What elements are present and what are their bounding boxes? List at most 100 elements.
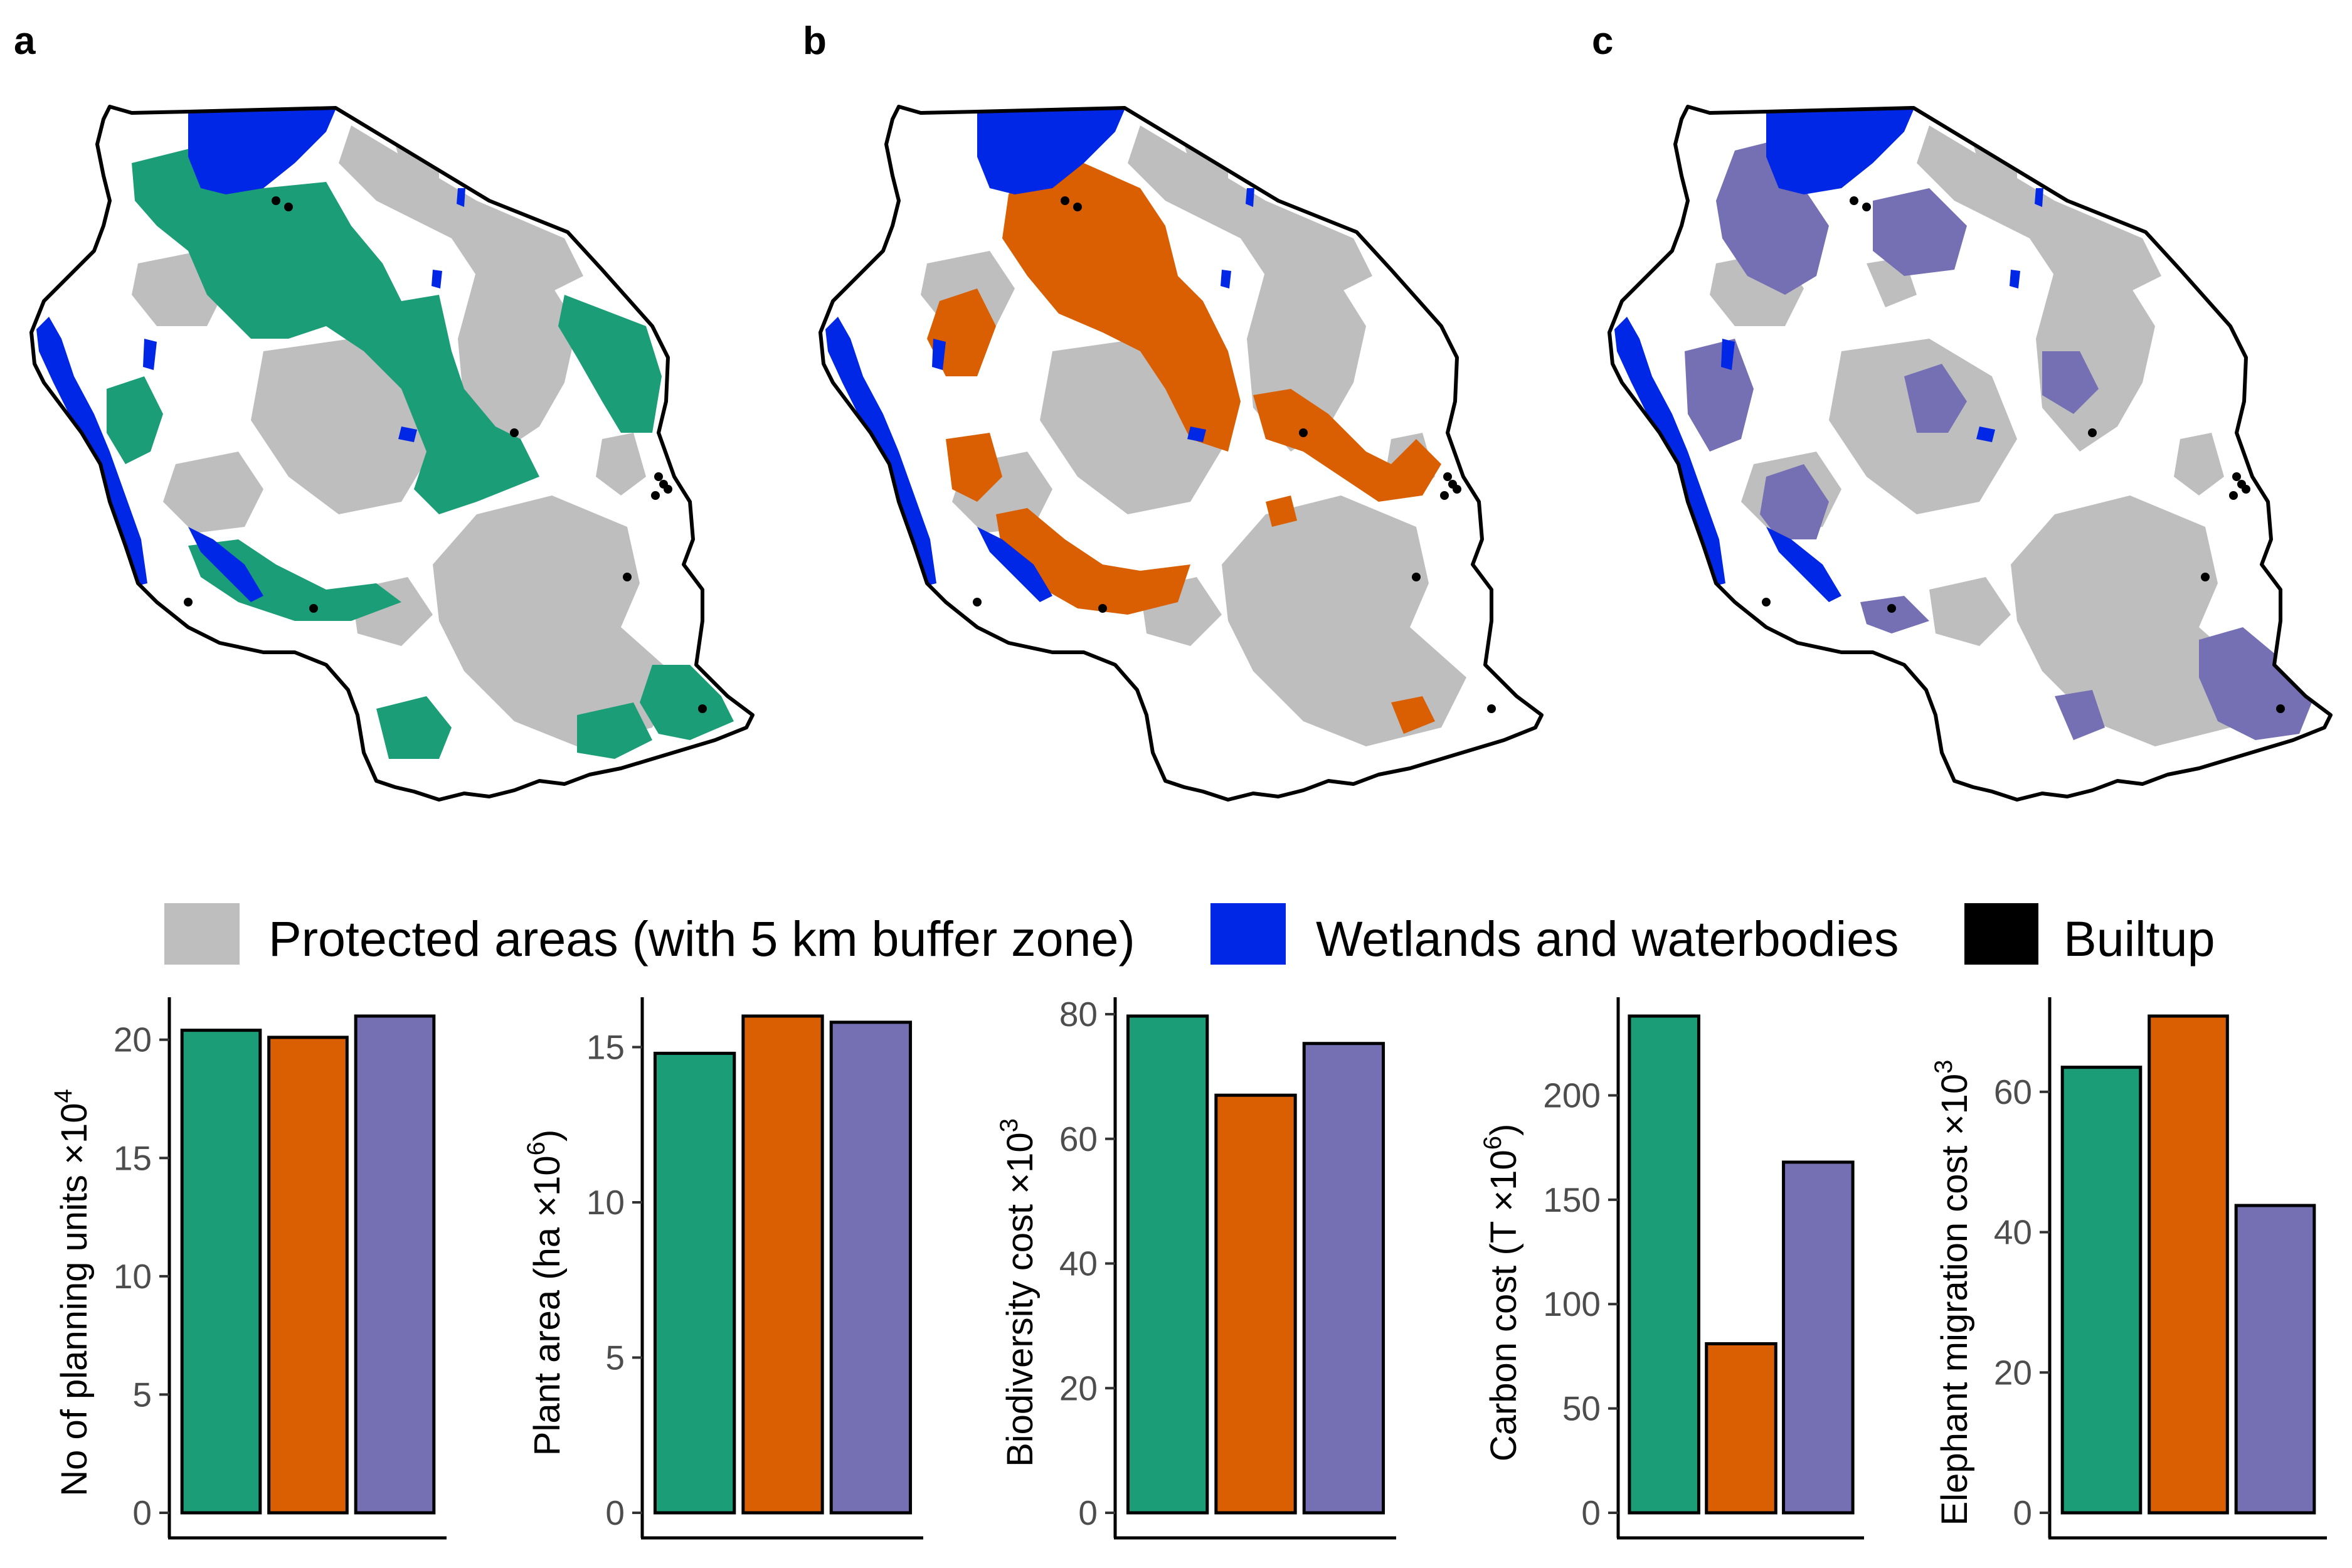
y-tick-label: 20 [1994, 1353, 2032, 1392]
selected-area [558, 295, 662, 433]
waterbody [977, 110, 1125, 194]
selected-area [1078, 263, 1140, 326]
selected-area [1904, 364, 1967, 433]
waterbody [1766, 110, 1914, 194]
protected-area [1128, 125, 1372, 295]
waterbody [188, 527, 263, 602]
waterbody [932, 339, 946, 370]
builtup-area [1061, 196, 1069, 205]
builtup-area [1887, 604, 1896, 613]
protected-area [596, 433, 646, 495]
waterbody [432, 270, 442, 289]
y-tick-label: 20 [1059, 1369, 1098, 1407]
protected-area [163, 452, 263, 533]
builtup-area [1440, 491, 1449, 500]
waterbody [2035, 188, 2043, 207]
builtup-area [651, 491, 660, 500]
builtup-area [1762, 598, 1771, 607]
y-tick-label: 50 [1562, 1389, 1601, 1428]
bar-chart-4: 0 50 100 150 200 Carbon cost (T ×106) [1479, 997, 1864, 1540]
y-axis-title: No of planning units ×104 [50, 1089, 95, 1496]
selected-area [1391, 696, 1435, 734]
selected-area [2042, 351, 2099, 414]
builtup-area [2242, 485, 2250, 494]
y-tick-label: 0 [132, 1493, 152, 1532]
y-tick-label: 10 [586, 1183, 625, 1222]
protected-area [2174, 433, 2224, 495]
y-tick-label: 40 [1994, 1213, 2032, 1252]
builtup-area [1412, 573, 1421, 581]
y-tick-label: 0 [1078, 1493, 1098, 1532]
selected-area [1266, 495, 1297, 527]
waterbody [1246, 188, 1254, 207]
builtup-area [654, 472, 663, 481]
waterbody [1721, 339, 1735, 370]
legend-swatch-water [1210, 903, 1286, 965]
y-tick-label: 60 [1994, 1073, 2032, 1111]
y-tick-label: 5 [132, 1375, 152, 1414]
builtup-area [2201, 573, 2210, 581]
waterbody [1766, 527, 1841, 602]
builtup-area [1098, 604, 1107, 613]
selected-area [1873, 188, 1967, 276]
bar [1782, 1160, 1855, 1515]
country-outline [29, 105, 755, 802]
selected-area [1760, 464, 1829, 539]
bar [1628, 1014, 1700, 1515]
builtup-area [1299, 428, 1308, 437]
panel-letter-c: c [1592, 19, 1613, 63]
selected-area [577, 702, 652, 759]
builtup-area [184, 598, 193, 607]
y-axis-title: Elephant migration cost ×103 [1930, 1060, 1975, 1526]
selected-area [132, 144, 539, 514]
selected-area [1860, 596, 1929, 633]
y-axis-title: Biodiversity cost ×103 [995, 1118, 1041, 1467]
builtup-area [973, 598, 982, 607]
y-tick-label: 0 [1581, 1493, 1601, 1532]
selected-area [640, 665, 734, 740]
bar [2060, 1066, 2143, 1515]
waterbody [143, 339, 157, 370]
builtup-area [1862, 203, 1871, 211]
y-tick-label: 5 [605, 1338, 625, 1377]
y-tick-label: 20 [114, 1020, 152, 1059]
builtup-area [1453, 485, 1461, 494]
bar [1705, 1342, 1777, 1515]
legend-swatch-protected [164, 903, 240, 965]
protected-area [1222, 495, 1466, 746]
panel-letter-a: a [14, 19, 36, 63]
panel-letter-b: b [803, 19, 827, 63]
waterbody [457, 188, 465, 207]
country-outline [818, 105, 1544, 802]
map-panel-c [1608, 105, 2333, 802]
bar [2148, 1014, 2229, 1515]
builtup-area [2276, 704, 2285, 713]
waterbody [1187, 426, 1206, 442]
bar-chart-3: 0 20 40 60 80 Biodiversity cost ×103 [995, 995, 1396, 1540]
map-panel-b [818, 105, 1544, 802]
bar [1214, 1093, 1297, 1515]
builtup-area [2088, 428, 2097, 437]
legend-label-builtup: Builtup [2063, 911, 2215, 967]
waterbody [1976, 426, 1995, 442]
country-outline [1608, 105, 2333, 802]
selected-area [1685, 339, 1754, 452]
y-tick-label: 60 [1059, 1120, 1098, 1158]
selected-area [2199, 627, 2312, 740]
builtup-area [1487, 704, 1496, 713]
builtup-area [309, 604, 318, 613]
builtup-area [2232, 472, 2241, 481]
y-axis-title: Plant area (ha ×106) [522, 1130, 568, 1456]
selected-area [107, 376, 163, 464]
protected-area [433, 495, 677, 746]
waterbody [2010, 270, 2020, 289]
protected-area [1929, 577, 2011, 646]
waterbody [188, 110, 336, 194]
builtup-area [623, 573, 632, 581]
protected-area [251, 339, 439, 514]
bar [2234, 1204, 2316, 1515]
y-axis-title: Carbon cost (T ×106) [1479, 1124, 1524, 1462]
map-panel-a [29, 105, 755, 802]
bar-chart-1: 0 5 10 15 20 No of planning units ×104 [50, 997, 447, 1540]
